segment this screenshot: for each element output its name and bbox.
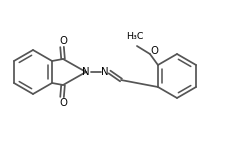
Text: O: O xyxy=(59,99,67,108)
Text: H₃C: H₃C xyxy=(126,32,144,41)
Text: O: O xyxy=(59,36,67,45)
Text: N: N xyxy=(82,67,90,77)
Text: N: N xyxy=(101,67,109,77)
Text: O: O xyxy=(150,46,158,56)
